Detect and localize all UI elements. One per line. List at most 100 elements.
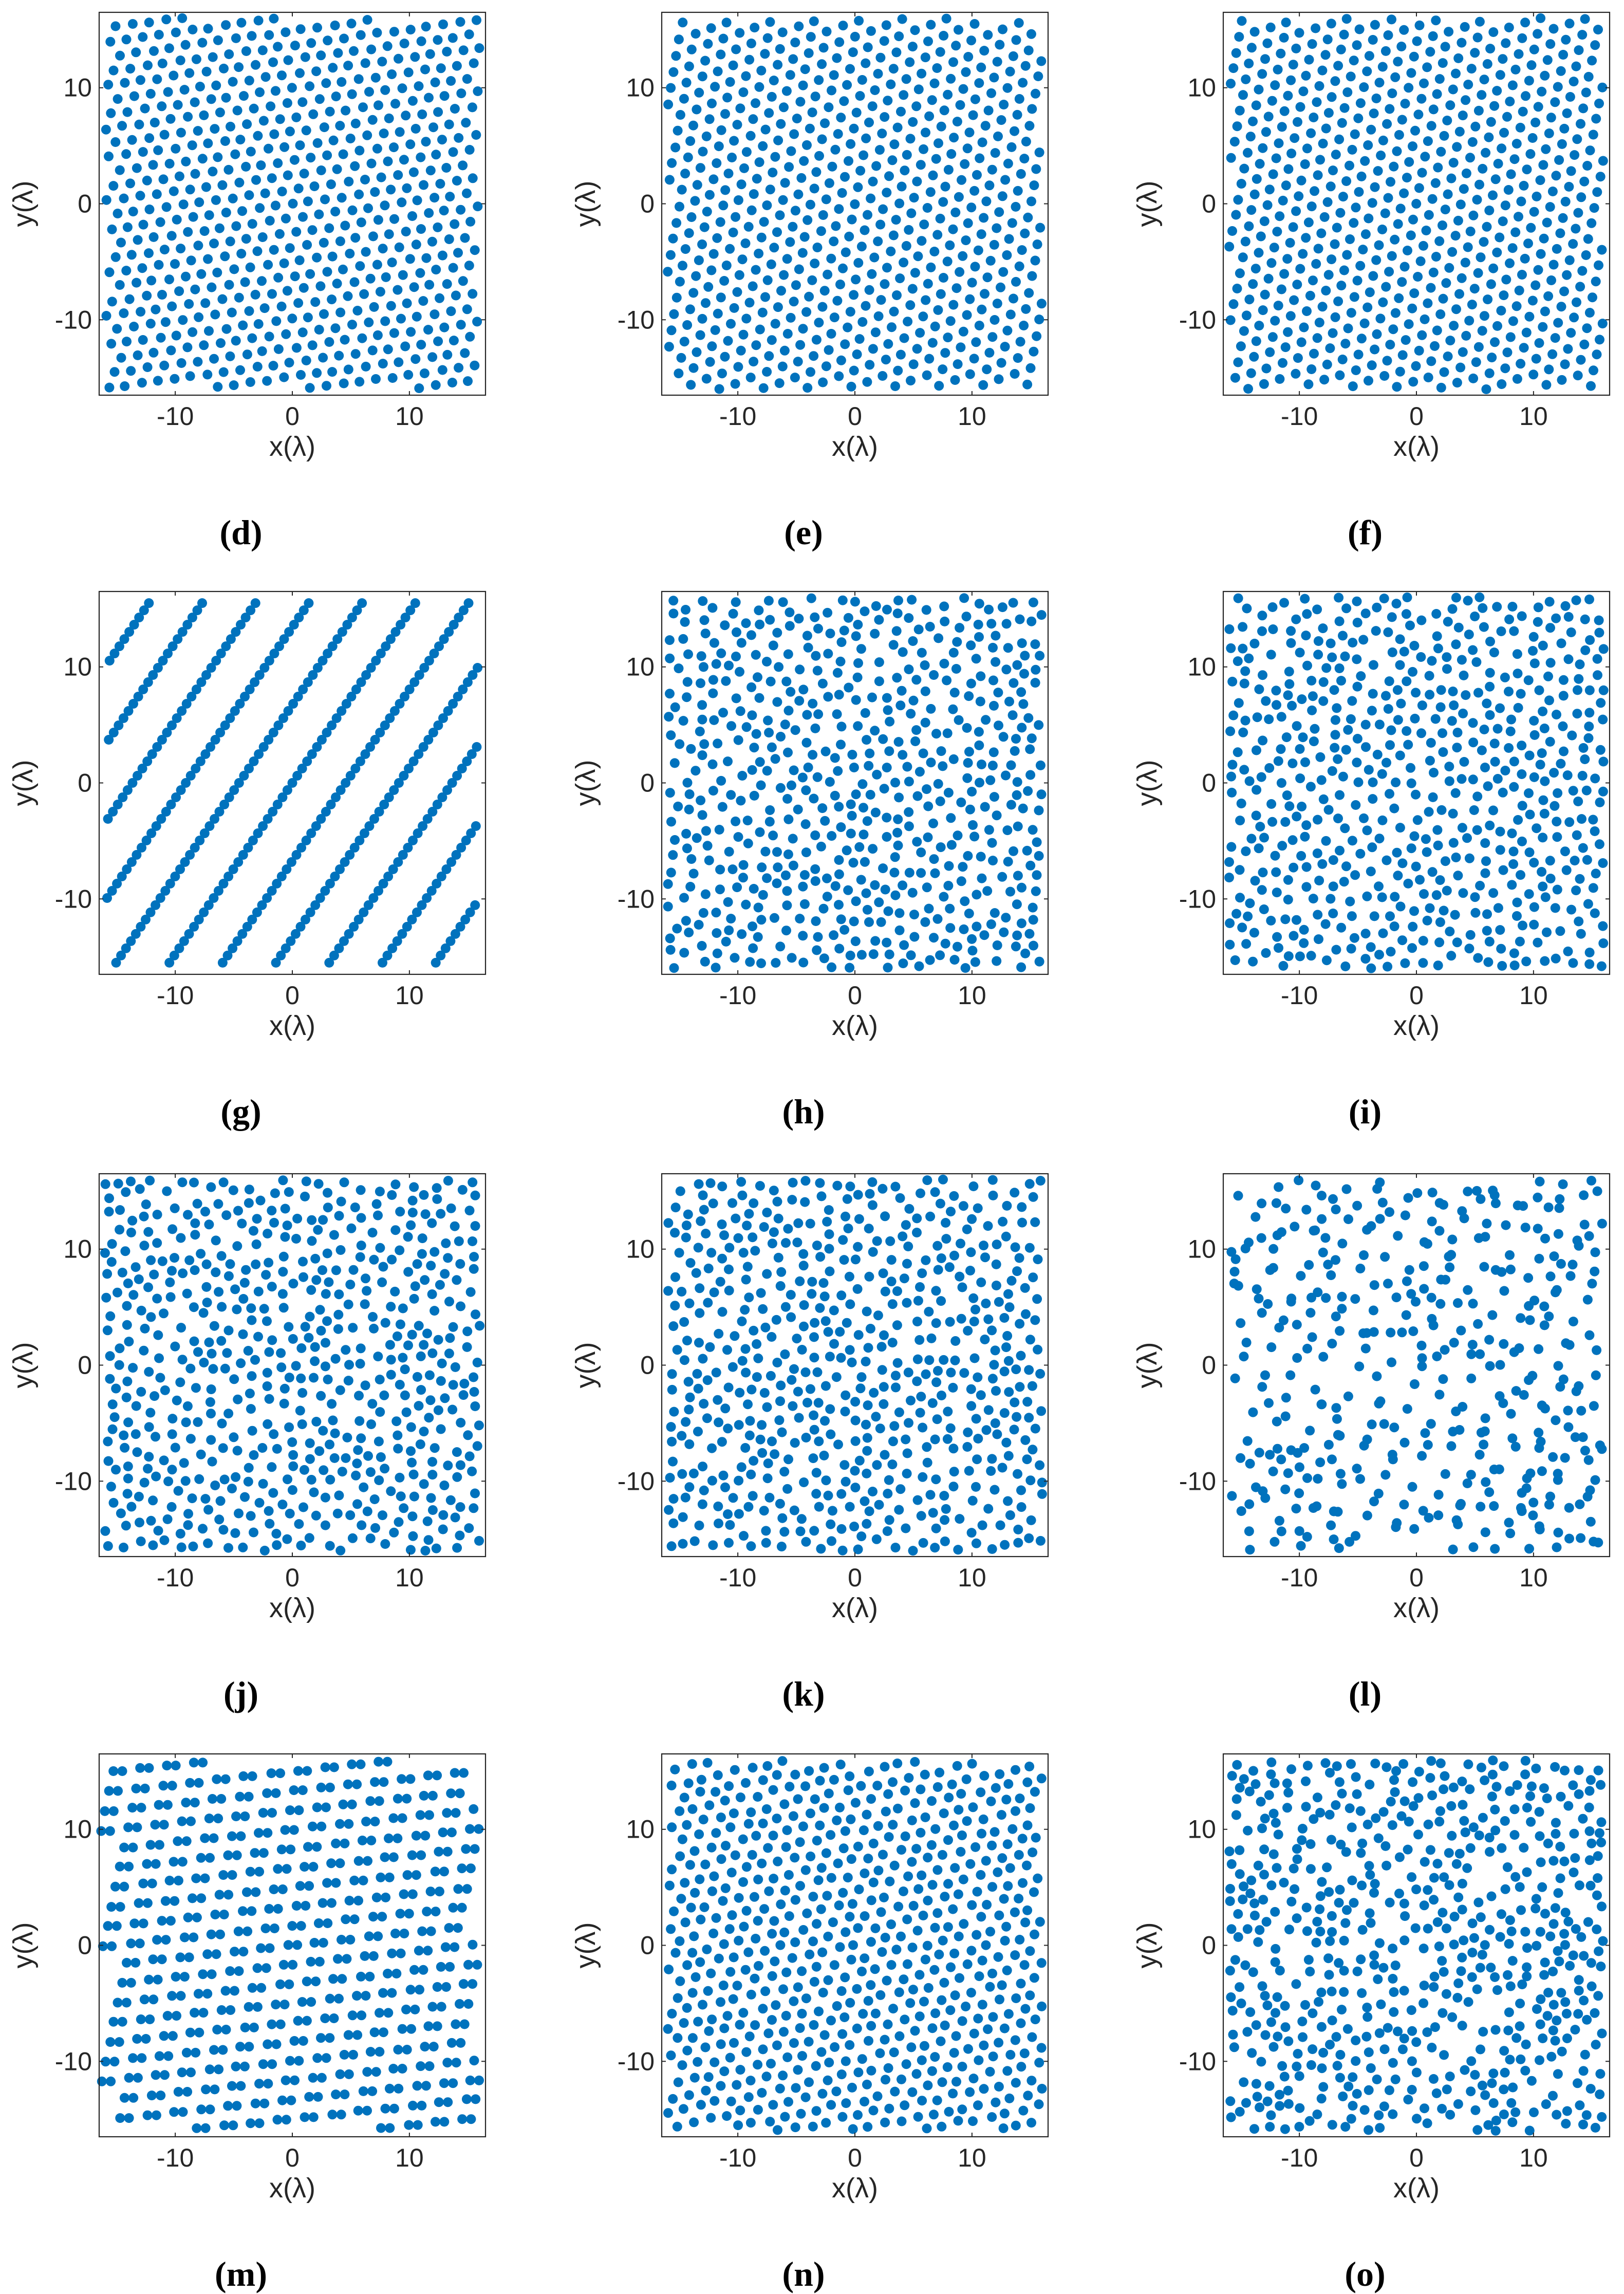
data-point	[775, 941, 786, 952]
data-point	[1402, 726, 1412, 736]
data-point	[246, 146, 256, 157]
data-point	[390, 1286, 400, 1297]
data-point	[470, 1190, 480, 1200]
data-point	[1323, 270, 1334, 280]
data-point	[206, 1409, 216, 1419]
data-point	[452, 61, 462, 71]
data-point	[1352, 757, 1362, 768]
data-point	[868, 844, 878, 854]
data-point	[1338, 771, 1348, 782]
data-point	[668, 850, 678, 860]
data-point	[1265, 22, 1276, 32]
data-point	[685, 1392, 695, 1402]
data-point	[1479, 311, 1489, 321]
data-point	[677, 1431, 687, 1441]
data-point	[318, 353, 328, 363]
data-point	[1306, 676, 1317, 686]
data-point	[288, 699, 298, 709]
data-point	[1314, 876, 1324, 885]
data-point	[1474, 592, 1485, 602]
data-point	[1331, 1311, 1341, 1322]
data-point	[1271, 1198, 1281, 1208]
data-point	[692, 833, 702, 843]
data-point	[1464, 853, 1474, 863]
data-point	[1592, 187, 1602, 197]
data-point	[1411, 789, 1421, 800]
data-point	[1499, 1339, 1509, 1349]
data-point	[681, 828, 692, 839]
data-point	[247, 1426, 257, 1436]
data-point	[837, 188, 847, 198]
data-point	[824, 1205, 834, 1215]
data-point	[298, 283, 309, 293]
data-point	[792, 114, 802, 124]
data-point	[337, 77, 347, 87]
data-point	[1458, 708, 1468, 718]
data-point	[1227, 760, 1238, 770]
data-point	[1016, 962, 1026, 972]
data-point	[336, 1196, 346, 1207]
data-point	[1447, 1234, 1458, 1245]
data-point	[946, 149, 957, 159]
data-point	[765, 805, 775, 815]
data-point	[119, 1542, 128, 1552]
data-point	[215, 1496, 226, 1506]
data-point	[741, 147, 752, 157]
data-point	[797, 1345, 807, 1355]
data-point	[856, 1531, 867, 1542]
data-point	[1028, 825, 1038, 835]
data-point	[440, 1393, 450, 1403]
data-point	[1500, 766, 1510, 775]
data-point	[175, 1529, 185, 1539]
data-point	[311, 66, 322, 77]
data-point	[1017, 1202, 1027, 1212]
data-point	[930, 868, 940, 878]
data-point	[1276, 744, 1286, 754]
data-point	[912, 1495, 923, 1505]
data-point	[920, 52, 930, 63]
data-point	[849, 1522, 860, 1531]
data-point	[1224, 857, 1234, 867]
data-point	[1530, 280, 1541, 290]
data-point	[1547, 349, 1558, 359]
data-point	[393, 285, 403, 295]
data-point	[354, 145, 365, 156]
data-point	[1509, 960, 1520, 971]
data-point	[104, 151, 114, 161]
data-point	[243, 1476, 253, 1487]
data-point	[706, 265, 717, 275]
data-point	[341, 699, 351, 709]
data-point	[259, 1545, 270, 1556]
data-point	[1550, 97, 1560, 107]
data-point	[843, 1224, 853, 1233]
data-point	[1333, 1507, 1343, 1517]
data-point	[1286, 1293, 1297, 1304]
data-point	[379, 800, 389, 809]
data-point	[720, 1403, 731, 1414]
data-point	[765, 184, 775, 195]
data-point	[383, 344, 393, 355]
data-point	[224, 280, 234, 290]
data-point	[349, 921, 359, 932]
data-point	[1278, 358, 1287, 368]
data-point	[1431, 609, 1442, 619]
data-point	[134, 1274, 144, 1284]
data-point	[1510, 64, 1521, 75]
data-point	[373, 1210, 383, 1220]
data-point	[1598, 921, 1608, 931]
data-point	[1362, 302, 1373, 312]
data-point	[283, 1474, 292, 1485]
data-point	[171, 330, 181, 341]
data-point	[291, 1361, 301, 1371]
data-point	[887, 155, 898, 165]
data-point	[366, 158, 377, 169]
y-tick-label: 10	[63, 1235, 92, 1264]
data-point	[1326, 1520, 1336, 1530]
data-point	[1002, 83, 1013, 93]
data-point	[1395, 203, 1406, 214]
data-point	[469, 1387, 479, 1397]
data-point	[1560, 196, 1571, 207]
data-point	[1482, 1218, 1492, 1229]
data-point	[1412, 815, 1423, 825]
data-point	[1295, 102, 1305, 112]
